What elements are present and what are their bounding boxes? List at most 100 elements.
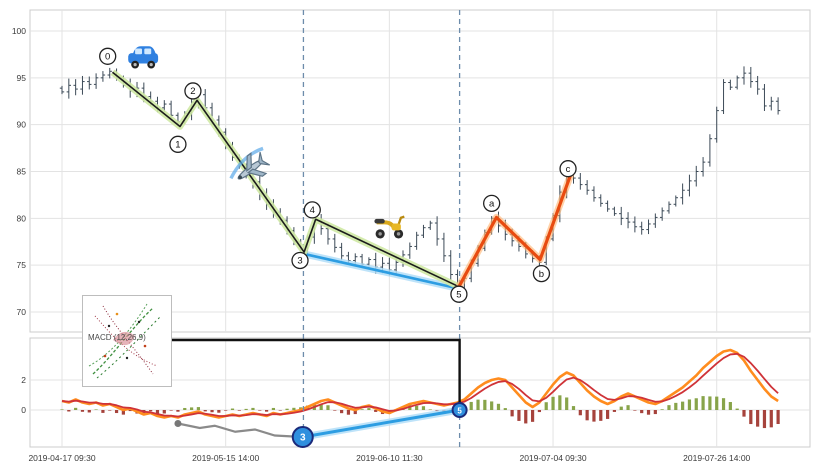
wave-label-text: 5: [456, 289, 461, 300]
wave-label-text: a: [489, 199, 495, 210]
candle: [612, 206, 617, 216]
wave-label-text: 3: [297, 256, 302, 267]
histogram-bar: [551, 396, 555, 410]
histogram-bar: [578, 410, 582, 416]
candle: [769, 96, 774, 111]
histogram-bar: [237, 410, 241, 411]
histogram-bar: [762, 410, 767, 429]
car-icon[interactable]: [128, 46, 159, 69]
candle: [80, 75, 85, 95]
x-tick-label: 2019-05-15 14:00: [192, 453, 259, 463]
histogram-bar: [87, 410, 91, 413]
histogram-bar: [353, 410, 357, 415]
histogram-bar: [592, 410, 596, 422]
candle: [707, 134, 713, 167]
candle: [680, 183, 685, 205]
histogram-bar: [189, 407, 194, 410]
wave-label-b[interactable]: b: [532, 264, 551, 283]
histogram-bar: [155, 410, 160, 414]
histogram-bar: [196, 407, 200, 410]
wave-label-text: b: [539, 269, 544, 280]
candle: [73, 79, 78, 96]
wave-label-text: c: [566, 164, 571, 175]
wave-label-4[interactable]: 4: [303, 201, 321, 219]
histogram-bar: [415, 405, 419, 410]
histogram-bar: [278, 410, 282, 411]
candle: [700, 157, 706, 177]
wave-label-a[interactable]: a: [483, 194, 501, 212]
wave-label-c[interactable]: c: [559, 160, 577, 178]
impulse-wave-line: [111, 71, 460, 288]
wave-label-circle: [450, 285, 468, 303]
connector-line: [170, 338, 461, 404]
blue-trend-line-price[interactable]: [303, 252, 460, 290]
candle: [339, 242, 344, 261]
histogram-bar: [490, 401, 494, 410]
histogram-bar: [524, 410, 528, 424]
macd-marker-circle: [451, 402, 468, 418]
wave-label-3[interactable]: 3: [291, 251, 309, 270]
histogram-bar: [428, 409, 432, 410]
y-tick-label: 2: [21, 375, 26, 385]
histogram-bar: [633, 410, 637, 411]
histogram-bar: [333, 410, 337, 411]
histogram-bar: [108, 410, 112, 411]
histogram-bar: [80, 410, 85, 412]
candle: [721, 79, 726, 114]
y-tick-label: 100: [12, 26, 26, 36]
gridlines: 100 95 90 85 80 75 70 2 0: [12, 10, 810, 447]
blue-trend-line-macd[interactable]: [302, 408, 460, 439]
histogram-bar: [224, 410, 228, 411]
wave-label-circle: [99, 47, 117, 65]
candle: [584, 180, 590, 195]
histogram-bar: [169, 410, 173, 411]
histogram-bar: [374, 410, 378, 412]
histogram-bar: [326, 405, 330, 410]
wave-label-circle: [483, 194, 501, 212]
histogram-bar: [646, 410, 651, 415]
macd-marker-5[interactable]: 5: [451, 402, 468, 418]
histogram-bar: [319, 404, 323, 410]
wave-label-5[interactable]: 5: [450, 285, 468, 303]
histogram-bar: [653, 410, 657, 415]
histogram-bar: [367, 408, 371, 410]
histogram-bar: [292, 407, 296, 410]
histogram-bar: [469, 401, 473, 410]
correction-wave-glow: [455, 171, 575, 289]
wave-label-text: 0: [105, 51, 110, 62]
candle: [605, 200, 610, 212]
histogram-bar: [735, 408, 739, 410]
wave-label-1[interactable]: 1: [169, 135, 187, 153]
macd-thumbnail-image: [88, 303, 162, 379]
histogram-bar: [230, 408, 235, 410]
macd-legend-box[interactable]: MACD (12,26,9): [82, 295, 172, 387]
candle: [728, 79, 733, 91]
histogram-bar: [421, 406, 426, 410]
histogram-bar: [210, 410, 214, 413]
wave-label-text: 4: [310, 205, 315, 216]
y-tick-label: 75: [17, 260, 27, 270]
histogram-bar: [483, 399, 487, 410]
candle: [666, 201, 672, 214]
candle: [107, 67, 112, 79]
histogram-bar: [742, 410, 746, 417]
histogram-bar: [585, 410, 589, 421]
candle: [87, 76, 92, 90]
wave-label-0[interactable]: 0: [99, 47, 117, 65]
wave-label-2[interactable]: 2: [184, 82, 202, 100]
histogram-bar: [687, 399, 692, 410]
candle: [428, 220, 433, 230]
candle: [659, 207, 665, 221]
macd-marker-3[interactable]: 3: [291, 426, 314, 448]
histogram-bar: [708, 396, 712, 410]
histogram-bar: [749, 410, 753, 425]
histogram-bar: [606, 410, 610, 419]
histogram-bar: [558, 395, 562, 410]
histogram-bar: [721, 398, 726, 410]
histogram-bar: [340, 410, 344, 414]
y-tick-label: 0: [21, 405, 26, 415]
histogram-bar: [728, 402, 732, 410]
candle: [414, 231, 419, 250]
